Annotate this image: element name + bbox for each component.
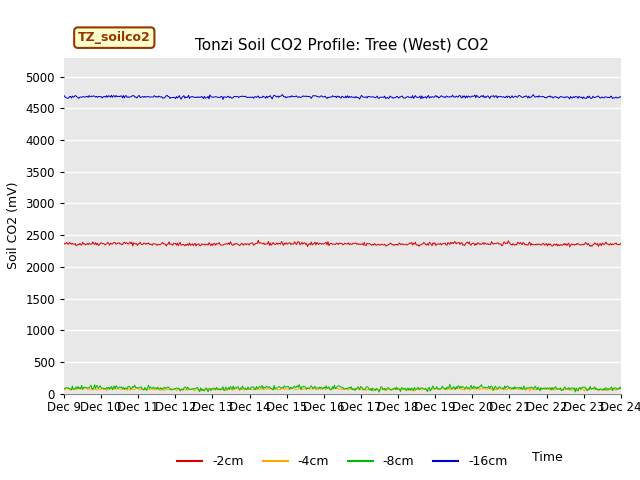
Y-axis label: Soil CO2 (mV): Soil CO2 (mV) (7, 182, 20, 269)
Text: TZ_soilco2: TZ_soilco2 (78, 31, 150, 44)
Text: Time: Time (532, 451, 563, 464)
Title: Tonzi Soil CO2 Profile: Tree (West) CO2: Tonzi Soil CO2 Profile: Tree (West) CO2 (195, 37, 490, 52)
Legend: -2cm, -4cm, -8cm, -16cm: -2cm, -4cm, -8cm, -16cm (172, 450, 513, 473)
